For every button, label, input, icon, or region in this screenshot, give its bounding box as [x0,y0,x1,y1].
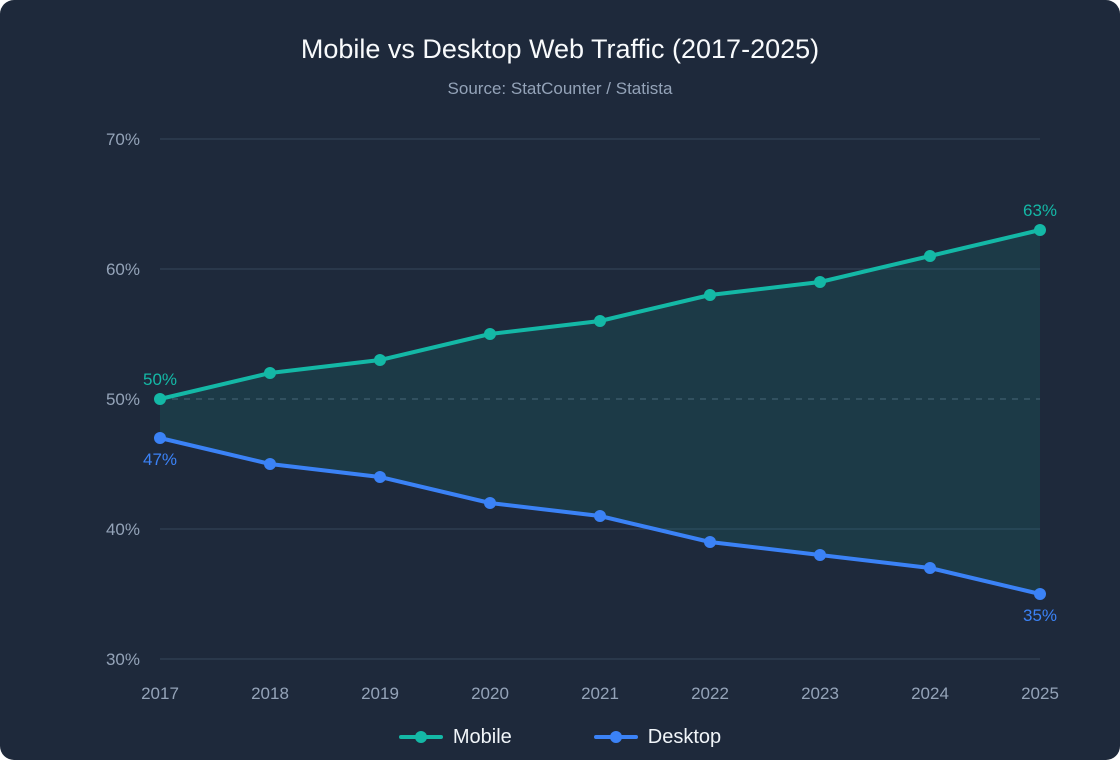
data-point-mobile [154,393,166,405]
data-point-mobile [374,354,386,366]
y-tick-label: 30% [106,650,140,669]
legend-item-desktop[interactable]: Desktop [593,725,722,749]
legend-item-mobile[interactable]: Mobile [398,725,512,749]
legend-dot-desktop [609,731,622,743]
legend: Mobile Desktop [0,722,1120,752]
x-tick-label: 2025 [1021,684,1059,703]
data-point-desktop [154,432,166,444]
data-label-mobile: 50% [143,370,177,389]
x-tick-label: 2018 [251,684,289,703]
data-point-mobile [814,276,826,288]
data-label-desktop: 35% [1023,606,1057,625]
x-tick-label: 2021 [581,684,619,703]
data-point-desktop [1034,588,1046,600]
x-tick-label: 2020 [471,684,509,703]
x-tick-label: 2019 [361,684,399,703]
y-tick-label: 70% [106,130,140,149]
legend-swatch-mobile [398,731,443,743]
data-point-mobile [704,289,716,301]
data-point-desktop [264,458,276,470]
data-point-mobile [594,315,606,327]
chart-title: Mobile vs Desktop Web Traffic (2017-2025… [300,34,820,64]
data-point-desktop [594,510,606,522]
y-tick-label: 40% [106,520,140,539]
data-point-desktop [814,549,826,561]
data-label-desktop: 47% [143,450,177,469]
legend-label-desktop: Desktop [647,725,722,748]
data-point-desktop [484,497,496,509]
legend-dot-mobile [414,731,427,743]
x-tick-label: 2024 [911,684,949,703]
y-tick-label: 60% [106,260,140,279]
gap-area [160,230,1040,594]
data-point-mobile [1034,224,1046,236]
x-tick-label: 2017 [141,684,179,703]
data-point-desktop [374,471,386,483]
legend-label-mobile: Mobile [452,725,512,748]
line-chart: 30% 40% 50% 60% 70% 2017 2018 2019 2020 2021 2022 2… [106,130,1059,703]
data-point-mobile [924,250,936,262]
data-point-mobile [264,367,276,379]
data-point-desktop [924,562,936,574]
data-point-desktop [704,536,716,548]
data-label-mobile: 63% [1023,201,1057,220]
chart-subtitle: Source: StatCounter / Statista [447,79,673,98]
x-tick-label: 2023 [801,684,839,703]
x-tick-label: 2022 [691,684,729,703]
data-point-mobile [484,328,496,340]
y-tick-label: 50% [106,390,140,409]
legend-swatch-desktop [593,731,638,743]
